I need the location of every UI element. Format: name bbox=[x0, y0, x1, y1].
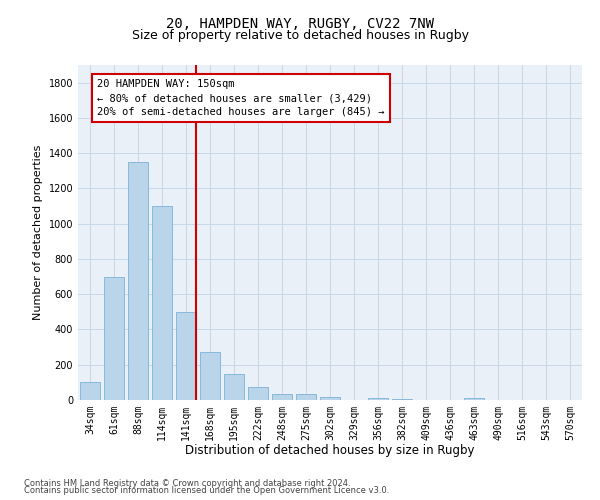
Bar bbox=[368, 398, 388, 400]
Text: 20 HAMPDEN WAY: 150sqm
← 80% of detached houses are smaller (3,429)
20% of semi-: 20 HAMPDEN WAY: 150sqm ← 80% of detached… bbox=[97, 79, 385, 117]
Text: 20, HAMPDEN WAY, RUGBY, CV22 7NW: 20, HAMPDEN WAY, RUGBY, CV22 7NW bbox=[166, 18, 434, 32]
Bar bbox=[248, 387, 268, 400]
Bar bbox=[80, 382, 100, 400]
Bar bbox=[464, 398, 484, 400]
Bar bbox=[176, 312, 196, 400]
Bar bbox=[224, 374, 244, 400]
Bar bbox=[152, 206, 172, 400]
Bar bbox=[392, 399, 412, 400]
Bar bbox=[272, 394, 292, 400]
Text: Size of property relative to detached houses in Rugby: Size of property relative to detached ho… bbox=[131, 29, 469, 42]
Bar bbox=[128, 162, 148, 400]
Bar bbox=[320, 398, 340, 400]
Bar bbox=[104, 276, 124, 400]
Bar bbox=[200, 352, 220, 400]
Text: Contains public sector information licensed under the Open Government Licence v3: Contains public sector information licen… bbox=[24, 486, 389, 495]
Text: Contains HM Land Registry data © Crown copyright and database right 2024.: Contains HM Land Registry data © Crown c… bbox=[24, 478, 350, 488]
X-axis label: Distribution of detached houses by size in Rugby: Distribution of detached houses by size … bbox=[185, 444, 475, 458]
Y-axis label: Number of detached properties: Number of detached properties bbox=[33, 145, 43, 320]
Bar bbox=[296, 394, 316, 400]
